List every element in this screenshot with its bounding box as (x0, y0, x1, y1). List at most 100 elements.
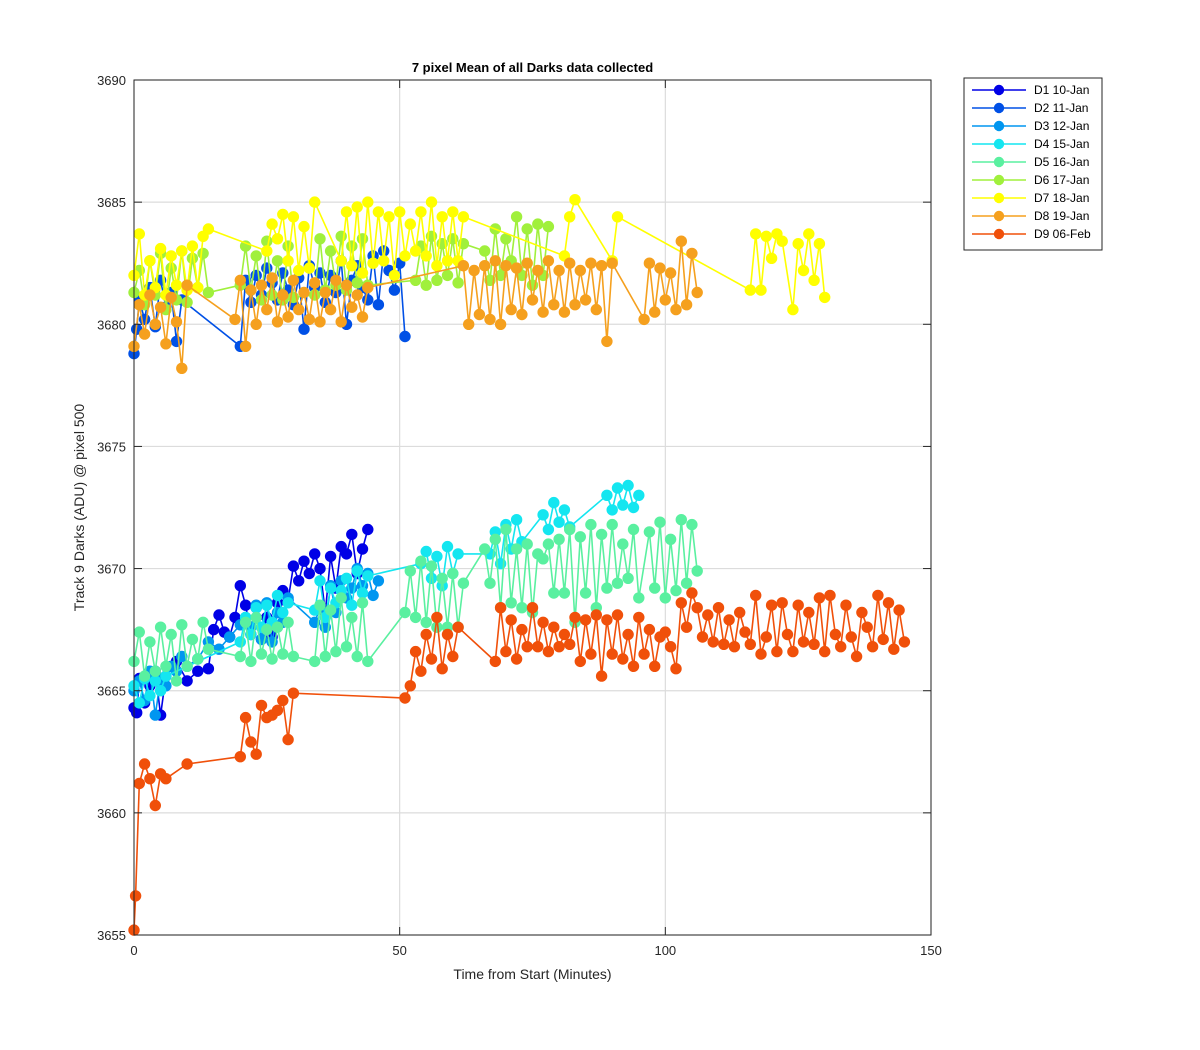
data-point (553, 641, 565, 653)
data-point (239, 340, 252, 352)
data-point (149, 675, 162, 687)
data-point (521, 538, 533, 550)
data-point (601, 489, 613, 501)
data-point (144, 773, 156, 785)
data-point (712, 602, 725, 614)
data-point (723, 614, 735, 626)
data-point (394, 206, 406, 218)
data-point (133, 626, 146, 638)
data-point (468, 264, 480, 277)
data-point (261, 599, 273, 611)
data-point (803, 606, 815, 619)
legend: D1 10-Jan D2 11-Jan D3 12-Jan D4 15-Jan D5 1… (963, 77, 1103, 251)
data-point (346, 528, 358, 541)
data-point (845, 631, 857, 643)
data-point (532, 641, 544, 653)
data-point (649, 660, 661, 672)
data-point (457, 211, 470, 223)
x-tick-label: 100 (654, 943, 676, 958)
data-point (447, 206, 459, 218)
data-point (277, 648, 289, 660)
data-point (516, 308, 528, 321)
data-point (622, 479, 634, 492)
data-point (558, 306, 571, 318)
data-point (277, 606, 289, 619)
legend-item: D4 15-Jan (972, 137, 1089, 151)
data-point (202, 643, 215, 655)
data-point (633, 489, 645, 501)
data-point (234, 751, 247, 763)
data-point (548, 299, 560, 311)
data-point (239, 616, 252, 628)
data-point (324, 582, 337, 594)
data-point (441, 628, 454, 641)
data-point (372, 575, 385, 587)
legend-box (963, 77, 1103, 251)
data-point (686, 247, 698, 260)
data-point (314, 599, 326, 611)
series-layer (128, 194, 911, 936)
data-point (542, 255, 555, 267)
data-point (133, 777, 146, 790)
data-point (564, 211, 576, 223)
legend-marker (993, 228, 1005, 240)
data-point (420, 250, 432, 262)
data-point (298, 555, 310, 567)
series-7 (128, 194, 831, 316)
data-point (579, 294, 592, 306)
legend-label: D5 16-Jan (1034, 155, 1089, 169)
data-point (617, 653, 629, 665)
data-point (452, 277, 464, 289)
data-point (558, 504, 571, 516)
data-point (234, 274, 247, 286)
data-point (441, 255, 454, 267)
data-point (441, 269, 454, 282)
data-point (585, 648, 597, 660)
data-point (356, 543, 369, 555)
data-point (494, 318, 507, 330)
data-point (617, 499, 629, 511)
data-point (362, 196, 374, 208)
legend-label: D9 06-Feb (1034, 227, 1091, 241)
data-point (420, 545, 432, 558)
legend-label: D8 19-Jan (1034, 209, 1089, 223)
data-point (553, 516, 565, 528)
data-point (409, 645, 422, 658)
data-point (585, 518, 597, 531)
data-point (627, 660, 640, 672)
data-point (250, 250, 262, 262)
data-point (404, 218, 416, 230)
data-point (133, 228, 146, 240)
data-point (149, 709, 162, 721)
data-point (356, 587, 369, 599)
x-tick-label: 0 (130, 943, 137, 958)
data-point (808, 274, 820, 286)
data-point (250, 611, 262, 624)
data-point (282, 311, 294, 323)
data-point (303, 567, 315, 580)
data-point (505, 303, 517, 316)
data-point (362, 655, 374, 668)
data-point (479, 543, 491, 555)
y-tick-label: 3670 (97, 562, 126, 577)
data-point (293, 303, 305, 316)
data-point (659, 626, 671, 638)
data-point (346, 611, 358, 624)
data-point (425, 653, 438, 665)
data-point (548, 496, 560, 509)
data-point (686, 518, 698, 531)
data-point (755, 648, 767, 660)
data-point (590, 609, 602, 621)
data-point (479, 260, 491, 272)
data-point (856, 606, 868, 619)
data-point (819, 645, 831, 658)
legend-item: D6 17-Jan (972, 173, 1089, 187)
data-point (309, 196, 321, 208)
data-point (287, 650, 300, 663)
data-point (154, 301, 167, 313)
data-point (675, 235, 687, 247)
data-point (633, 611, 645, 624)
data-point (271, 621, 284, 633)
data-point (558, 628, 571, 641)
